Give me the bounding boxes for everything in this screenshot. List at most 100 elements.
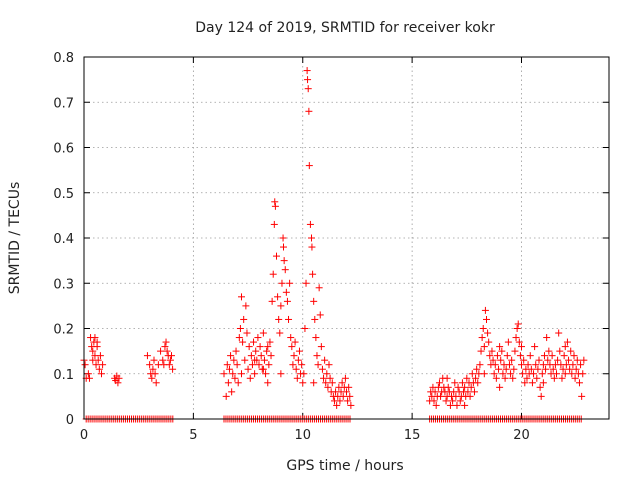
- data-point: [143, 352, 151, 360]
- data-point: [579, 370, 587, 378]
- data-point: [519, 370, 527, 378]
- data-point: [236, 325, 244, 332]
- data-point: [486, 352, 494, 360]
- data-point: [317, 343, 325, 351]
- data-point: [318, 365, 326, 373]
- data-point: [115, 374, 123, 382]
- data-point: [279, 234, 287, 242]
- data-point: [499, 370, 507, 378]
- data-point: [472, 374, 480, 382]
- data-point: [495, 365, 503, 373]
- data-point: [453, 401, 461, 409]
- data-point: [310, 379, 318, 387]
- data-point: [489, 356, 497, 364]
- data-point: [570, 352, 578, 360]
- ticks: 0 5 10 15 20 0 0.1 0.2 0.3 0.4 0.5 0.6 0.7 0.8: [53, 51, 609, 443]
- data-point: [461, 383, 469, 391]
- data-point: [431, 388, 439, 396]
- data-point: [575, 379, 583, 387]
- data-point: [271, 202, 279, 210]
- data-point: [250, 338, 258, 346]
- data-point: [501, 374, 509, 382]
- data-point: [336, 397, 344, 405]
- data-point: [84, 370, 92, 378]
- data-point: [580, 356, 588, 364]
- data-point: [243, 329, 251, 337]
- data-point: [545, 347, 553, 355]
- data-point: [301, 325, 309, 332]
- y-tick-label: 0.3: [53, 277, 74, 292]
- data-point: [435, 379, 443, 387]
- data-point: [277, 302, 285, 310]
- data-point: [266, 338, 274, 346]
- data-point: [443, 374, 451, 382]
- data-point: [567, 347, 575, 355]
- data-point: [467, 383, 475, 391]
- y-tick-label: 0.2: [53, 323, 74, 338]
- data-point: [275, 315, 283, 323]
- data-point: [568, 370, 576, 378]
- data-point: [543, 334, 551, 342]
- data-point: [540, 352, 548, 360]
- data-point: [539, 379, 547, 387]
- data-point: [464, 388, 472, 396]
- data-point: [169, 365, 177, 373]
- data-point: [515, 338, 523, 346]
- data-point: [328, 379, 336, 387]
- data-point: [232, 347, 240, 355]
- data-point: [252, 347, 260, 355]
- data-point: [554, 356, 562, 364]
- data-point: [508, 356, 516, 364]
- data-point: [159, 356, 167, 364]
- data-point: [449, 397, 457, 405]
- data-point: [114, 379, 122, 387]
- data-point: [260, 356, 268, 364]
- data-point: [289, 361, 297, 369]
- data-point: [474, 379, 482, 387]
- data-point: [295, 347, 303, 355]
- data-point: [562, 361, 570, 369]
- data-point: [550, 374, 558, 382]
- data-point: [316, 311, 324, 319]
- data-point: [563, 338, 571, 346]
- y-axis-label: SRMTID / TECUs: [7, 182, 23, 295]
- data-point: [559, 365, 567, 373]
- data-point: [161, 343, 169, 351]
- data-point: [306, 220, 314, 228]
- data-point: [521, 379, 529, 387]
- data-point: [308, 243, 316, 251]
- data-point: [265, 361, 273, 369]
- data-point: [315, 284, 323, 292]
- data-point: [241, 356, 249, 364]
- data-point: [305, 162, 313, 170]
- data-point: [251, 356, 259, 364]
- data-point: [262, 370, 270, 378]
- data-point: [166, 356, 174, 364]
- data-point: [326, 374, 334, 382]
- y-tick-label: 0.8: [53, 51, 74, 66]
- data-point: [278, 279, 286, 287]
- data-point: [325, 361, 333, 369]
- data-point: [561, 343, 569, 351]
- data-point: [343, 388, 350, 396]
- data-point: [230, 356, 238, 364]
- data-point: [298, 361, 306, 369]
- data-point: [516, 352, 524, 360]
- data-point: [511, 347, 519, 355]
- data-point: [561, 370, 569, 378]
- data-point: [468, 370, 476, 378]
- data-point: [244, 365, 252, 373]
- data-point: [444, 383, 452, 391]
- data-point: [518, 361, 525, 369]
- data-point: [544, 356, 552, 364]
- data-point: [299, 379, 307, 387]
- data-point: [271, 198, 279, 206]
- data-point: [347, 401, 355, 409]
- data-point: [346, 392, 354, 400]
- data-point: [512, 334, 520, 342]
- data-point: [523, 374, 531, 382]
- data-point: [548, 352, 556, 360]
- data-point: [549, 365, 557, 373]
- data-point: [146, 361, 154, 369]
- data-point: [235, 334, 243, 342]
